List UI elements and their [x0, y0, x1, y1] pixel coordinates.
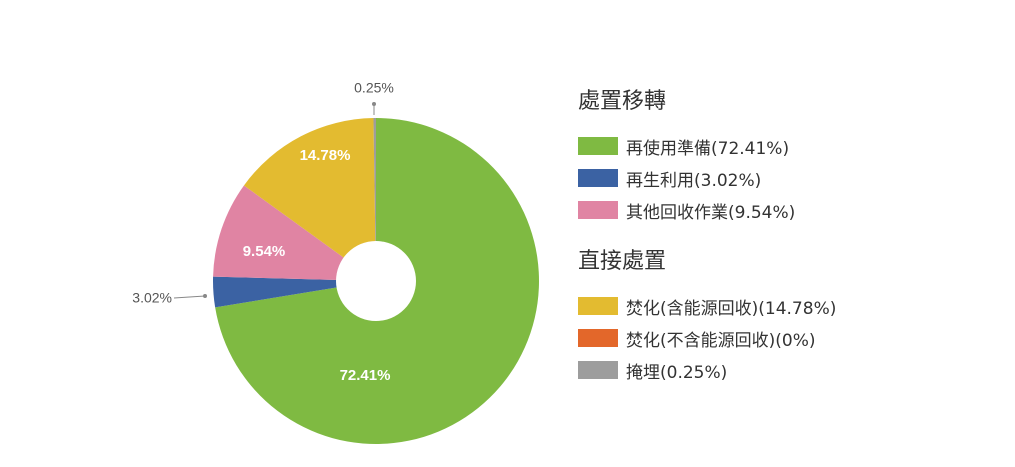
legend-item-reuse-preparation: 再使用準備(72.41%) — [578, 130, 998, 162]
pie-slice-incineration-energy — [243, 118, 376, 281]
callout-dot-recycling — [203, 294, 207, 298]
pie-chart: 72.41% 9.54% 14.78% 3.02% 0.25% — [132, 80, 539, 444]
legend-item-incineration-energy: 焚化(含能源回收)(14.78%) — [578, 290, 998, 322]
legend-label: 焚化(含能源回收)(14.78%) — [626, 298, 837, 319]
data-label-reuse-preparation: 72.41% — [340, 367, 391, 384]
pie-slice-other-recovery — [213, 185, 376, 281]
legend-item-other-recovery: 其他回收作業(9.54%) — [578, 194, 998, 226]
legend-group-title: 直接處置 — [578, 249, 667, 274]
legend-group-transfer: 處置移轉 再使用準備(72.41%) 再生利用(3.02%) 其他回收作業(9.… — [578, 88, 998, 226]
legend-item-recycling: 再生利用(3.02%) — [578, 162, 998, 194]
legend-group-title: 處置移轉 — [578, 89, 667, 114]
legend-swatch — [578, 169, 618, 187]
legend-item-landfill: 掩埋(0.25%) — [578, 354, 998, 386]
legend-group-direct-disposal: 直接處置 焚化(含能源回收)(14.78%) 焚化(不含能源回收)(0%) 掩埋… — [578, 248, 998, 386]
legend-item-incineration-no-energy: 焚化(不含能源回收)(0%) — [578, 322, 998, 354]
legend-swatch — [578, 361, 618, 379]
pie-slice-landfill — [373, 118, 376, 281]
legend-swatch — [578, 201, 618, 219]
legend-label: 再使用準備(72.41%) — [626, 138, 790, 159]
legend-label: 焚化(不含能源回收)(0%) — [626, 330, 816, 351]
legend-label: 再生利用(3.02%) — [626, 170, 762, 191]
callout-line-recycling — [173, 295, 206, 299]
legend-swatch — [578, 329, 618, 347]
data-label-landfill: 0.25% — [354, 80, 394, 96]
pie-slice-recycling — [213, 276, 376, 308]
data-label-recycling: 3.02% — [132, 290, 172, 306]
legend-swatch — [578, 297, 618, 315]
legend-label: 掩埋(0.25%) — [626, 362, 728, 383]
legend-label: 其他回收作業(9.54%) — [626, 202, 796, 223]
legend-swatch — [578, 137, 618, 155]
data-label-incineration-energy: 14.78% — [300, 147, 351, 164]
donut-hole — [336, 241, 416, 321]
legend: 處置移轉 再使用準備(72.41%) 再生利用(3.02%) 其他回收作業(9.… — [578, 88, 998, 408]
data-label-other-recovery: 9.54% — [243, 243, 286, 260]
callout-dot-landfill — [372, 102, 376, 106]
